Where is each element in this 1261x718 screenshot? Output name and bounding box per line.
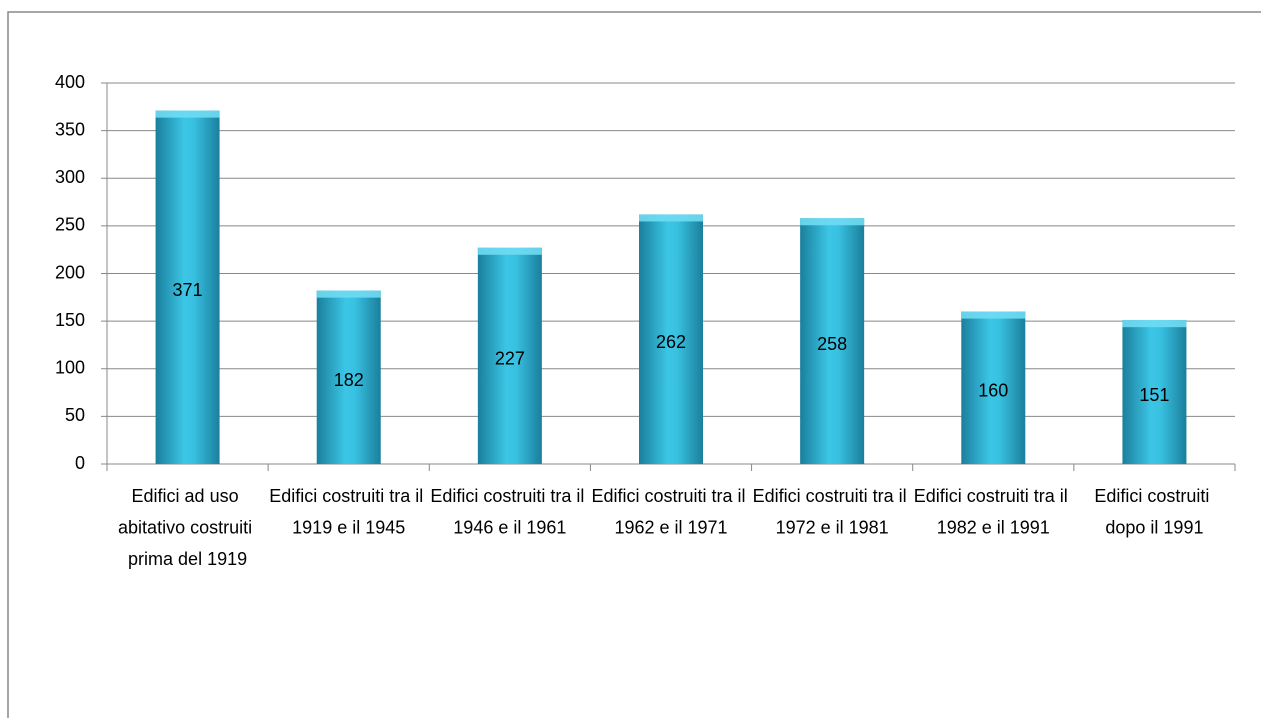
data-label: 160 xyxy=(978,381,1008,401)
label-line: Edifici costruiti tra il xyxy=(914,486,1073,506)
label-line: Edifici costruiti xyxy=(1094,486,1214,506)
label-line: Edifici costruiti tra il xyxy=(269,486,428,506)
label-line: 1962 e il 1971 xyxy=(614,517,727,537)
bar-cap xyxy=(316,290,381,298)
label-line: 1972 e il 1981 xyxy=(776,517,889,537)
data-label: 182 xyxy=(334,370,364,390)
data-label: 371 xyxy=(173,280,203,300)
y-tick-label: 100 xyxy=(55,358,85,378)
label-line: Edifici costruiti tra il xyxy=(591,486,750,506)
label-line: 1982 e il 1991 xyxy=(937,517,1050,537)
y-tick-label: 300 xyxy=(55,167,85,187)
bar xyxy=(1122,320,1187,464)
y-tick-label: 150 xyxy=(55,310,85,330)
data-label: 262 xyxy=(656,332,686,352)
label-line: dopo il 1991 xyxy=(1105,517,1203,537)
bar xyxy=(961,311,1026,464)
bar xyxy=(800,218,865,464)
y-tick-label: 400 xyxy=(55,72,85,92)
data-label: 258 xyxy=(817,334,847,354)
label-line: Edifici costruiti tra il xyxy=(430,486,589,506)
bar xyxy=(316,290,381,464)
data-label: 151 xyxy=(1139,385,1169,405)
x-tick-label: Edifici costruiti tra il 1972 e il 1981 xyxy=(753,486,912,538)
x-tick-label: Edifici costruiti tra il 1982 e il 1991 xyxy=(914,486,1073,538)
x-tick-label: Edifici ad uso abitativo costruiti prima… xyxy=(118,486,257,569)
y-tick-label: 200 xyxy=(55,262,85,282)
bar xyxy=(477,247,542,464)
x-tick-label: Edifici costruiti tra il 1962 e il 1971 xyxy=(591,486,750,538)
bar-cap xyxy=(961,311,1026,319)
bar-cap xyxy=(477,247,542,255)
bar-cap xyxy=(155,110,220,118)
label-line: Edifici costruiti tra il xyxy=(753,486,912,506)
bar-cap xyxy=(639,214,703,222)
label-line: 1919 e il 1945 xyxy=(292,517,405,537)
x-tick-label: Edifici costruiti tra il 1946 e il 1961 xyxy=(430,486,589,538)
x-tick-label: Edifici costruiti dopo il 1991 xyxy=(1094,486,1214,538)
bar xyxy=(155,110,220,464)
label-line: prima del 1919 xyxy=(128,549,247,569)
data-label: 227 xyxy=(495,349,525,369)
y-tick-label: 50 xyxy=(65,405,85,425)
bar-cap xyxy=(1122,320,1187,328)
label-line: Edifici ad uso xyxy=(132,486,244,506)
x-tick-label: Edifici costruiti tra il 1919 e il 1945 xyxy=(269,486,428,538)
bar-cap xyxy=(800,218,865,226)
label-line: abitativo costruiti xyxy=(118,517,257,537)
bar xyxy=(639,214,703,464)
label-line: 1946 e il 1961 xyxy=(453,517,566,537)
y-tick-label: 350 xyxy=(55,119,85,139)
y-tick-label: 0 xyxy=(75,453,85,473)
y-tick-label: 250 xyxy=(55,215,85,235)
